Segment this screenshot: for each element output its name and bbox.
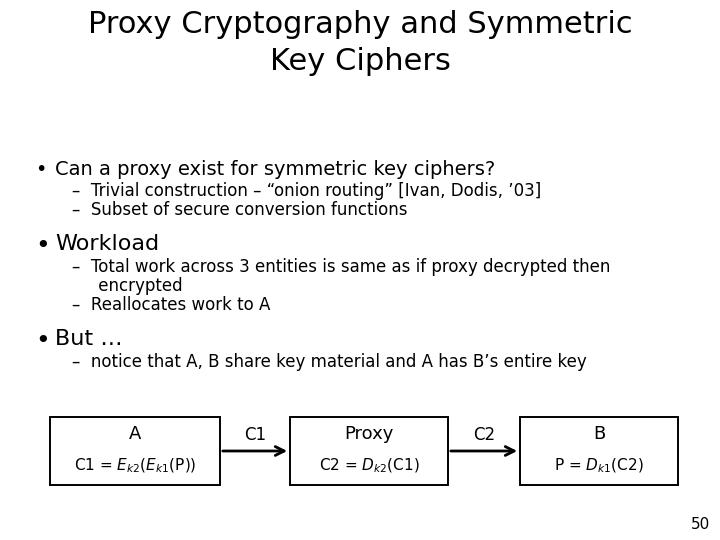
Text: C2: C2 <box>473 426 495 444</box>
Text: Can a proxy exist for symmetric key ciphers?: Can a proxy exist for symmetric key ciph… <box>55 160 495 179</box>
Text: C1 = $E_{k2}$($E_{k1}$(P)): C1 = $E_{k2}$($E_{k1}$(P)) <box>73 457 197 475</box>
Text: But …: But … <box>55 329 122 349</box>
Text: Proxy Cryptography and Symmetric
Key Ciphers: Proxy Cryptography and Symmetric Key Cip… <box>88 10 632 76</box>
Text: encrypted: encrypted <box>72 277 183 295</box>
Text: •: • <box>35 234 50 258</box>
Text: C1: C1 <box>244 426 266 444</box>
FancyBboxPatch shape <box>290 417 448 485</box>
Text: –  Trivial construction – “onion routing” [Ivan, Dodis, ’03]: – Trivial construction – “onion routing”… <box>72 182 541 200</box>
Text: –  Subset of secure conversion functions: – Subset of secure conversion functions <box>72 201 408 219</box>
Text: –  notice that A, B share key material and A has B’s entire key: – notice that A, B share key material an… <box>72 353 587 371</box>
Text: Workload: Workload <box>55 234 159 254</box>
FancyBboxPatch shape <box>520 417 678 485</box>
Text: 50: 50 <box>690 517 710 532</box>
Text: –  Total work across 3 entities is same as if proxy decrypted then: – Total work across 3 entities is same a… <box>72 258 611 276</box>
Text: C2 = $D_{k2}$(C1): C2 = $D_{k2}$(C1) <box>318 457 420 475</box>
Text: B: B <box>593 425 605 443</box>
Text: Proxy: Proxy <box>344 425 394 443</box>
Text: P = $D_{k1}$(C2): P = $D_{k1}$(C2) <box>554 457 644 475</box>
FancyBboxPatch shape <box>50 417 220 485</box>
Text: A: A <box>129 425 141 443</box>
Text: •: • <box>35 329 50 353</box>
Text: •: • <box>35 160 46 179</box>
Text: –  Reallocates work to A: – Reallocates work to A <box>72 296 271 314</box>
